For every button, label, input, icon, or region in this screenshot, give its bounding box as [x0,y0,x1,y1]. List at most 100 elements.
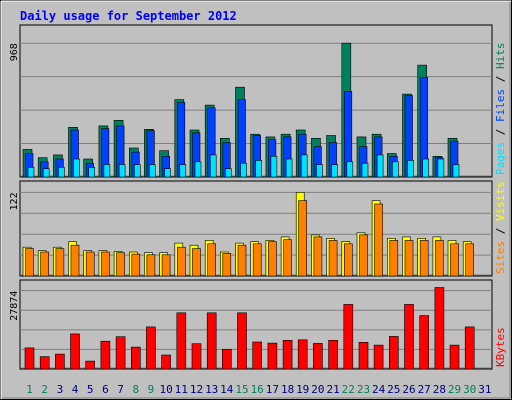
bar-sites-day-18 [283,239,292,277]
bar-pages-day-22 [346,161,354,178]
bar-sites-day-9 [146,254,156,277]
bar-kbytes-day-29 [449,344,460,370]
bar-kbytes-day-9 [146,326,156,370]
bar-sites-day-19 [298,200,308,277]
bar-sites-day-26 [404,240,414,277]
bar-pages-day-14 [225,168,232,178]
bar-kbytes-day-11 [176,312,187,370]
day-label-13: 13 [205,383,218,396]
bar-sites-day-24 [374,203,383,277]
day-label-10: 10 [159,383,172,396]
bar-pages-day-11 [179,164,187,178]
bar-sites-day-27 [419,240,429,277]
bar-sites-day-8 [131,253,141,277]
y-max-label: 122 [9,192,20,210]
bar-kbytes-day-4 [70,333,80,370]
day-label-21: 21 [326,383,339,396]
bar-sites-day-29 [450,243,459,277]
bar-sites-day-23 [359,234,368,277]
day-label-9: 9 [148,383,155,396]
legend-text: KBytes [494,327,507,367]
day-label-3: 3 [57,383,64,396]
bar-kbytes-day-21 [328,339,338,370]
legend-kbytes: KBytes [494,327,507,367]
y-max-label: 27874 [9,291,20,321]
bar-sites-day-22 [343,243,353,277]
bar-sites-day-4 [70,244,80,277]
legend-entry-sep: / [494,69,507,89]
bar-sites-day-30 [465,243,475,277]
bar-kbytes-day-26 [404,304,414,370]
day-label-20: 20 [311,383,324,396]
bar-sites-day-14 [222,253,232,277]
bar-kbytes-day-19 [297,339,308,370]
legend-entry-sep: / [494,122,507,142]
day-label-4: 4 [72,383,79,396]
bar-sites-day-21 [328,240,338,277]
bar-pages-day-20 [316,164,323,178]
bar-sites-day-1 [25,248,34,277]
panel-visits-sites: 122 Sites / Visits [9,180,507,277]
bar-pages-day-12 [194,161,202,178]
day-label-30: 30 [463,383,476,396]
day-label-18: 18 [281,383,294,396]
bar-kbytes-day-13 [206,312,217,370]
bar-kbytes-day-27 [419,315,430,370]
bar-pages-day-3 [58,167,65,178]
day-label-28: 28 [433,383,446,396]
day-label-12: 12 [190,383,203,396]
bar-kbytes-day-3 [55,353,65,370]
legend-text: Sites / Visits [494,181,507,274]
bar-pages-day-27 [422,158,430,178]
chart-title: Daily usage for September 2012 [20,9,237,23]
bar-kbytes-day-17 [267,342,278,370]
bar-sites-day-28 [435,240,444,277]
bar-sites-day-20 [313,236,323,277]
bar-pages-day-9 [149,164,156,178]
bar-sites-day-25 [389,240,399,277]
bar-sites-day-6 [101,251,110,277]
bar-kbytes-day-24 [373,344,384,370]
bar-kbytes-day-30 [464,326,475,370]
bar-kbytes-day-6 [100,340,111,370]
bar-sites-day-12 [192,248,201,277]
bar-kbytes-day-5 [85,360,95,370]
day-label-23: 23 [357,383,370,396]
bar-pages-day-5 [88,167,95,178]
bar-kbytes-day-14 [222,348,232,370]
bar-pages-day-13 [209,154,217,178]
day-label-31: 31 [478,383,491,396]
bar-sites-day-13 [207,243,216,277]
bar-sites-day-7 [116,252,125,277]
bar-sites-day-17 [268,241,277,277]
legend-visits-sites: Sites / Visits [494,181,507,274]
bar-sites-day-16 [252,243,262,277]
bar-pages-day-21 [331,164,338,178]
legend-entry-pages: Pages [494,142,507,175]
day-label-15: 15 [235,383,248,396]
bar-sites-day-10 [161,254,171,277]
bar-sites-day-2 [40,251,50,277]
day-label-29: 29 [448,383,461,396]
day-label-6: 6 [102,383,109,396]
day-axis: 1 2 3 4 5 6 7 8 9 10 11 12 13 14 15 16 17 18 19 20 21 22 23 24 2… [26,383,491,396]
bar-kbytes-day-1 [24,347,35,370]
bar-pages-day-19 [300,154,308,178]
bar-kbytes-day-28 [434,287,445,370]
bar-kbytes-day-2 [39,356,50,370]
bar-kbytes-day-12 [191,343,202,370]
day-label-19: 19 [296,383,309,396]
bar-pages-day-2 [42,168,50,178]
bar-pages-day-6 [103,164,111,178]
bar-sites-day-3 [55,248,65,277]
legend-entry-kbytes: KBytes [494,327,507,367]
bar-pages-day-17 [270,156,278,178]
y-max-label: 968 [9,43,20,61]
legend-entry-sep: / [494,221,507,241]
bar-pages-day-15 [240,162,247,178]
bar-kbytes-day-7 [115,336,126,370]
panel-kbytes: 27874 KBytes [9,279,507,370]
bar-kbytes-day-23 [358,341,369,370]
bar-pages-day-28 [437,158,445,178]
